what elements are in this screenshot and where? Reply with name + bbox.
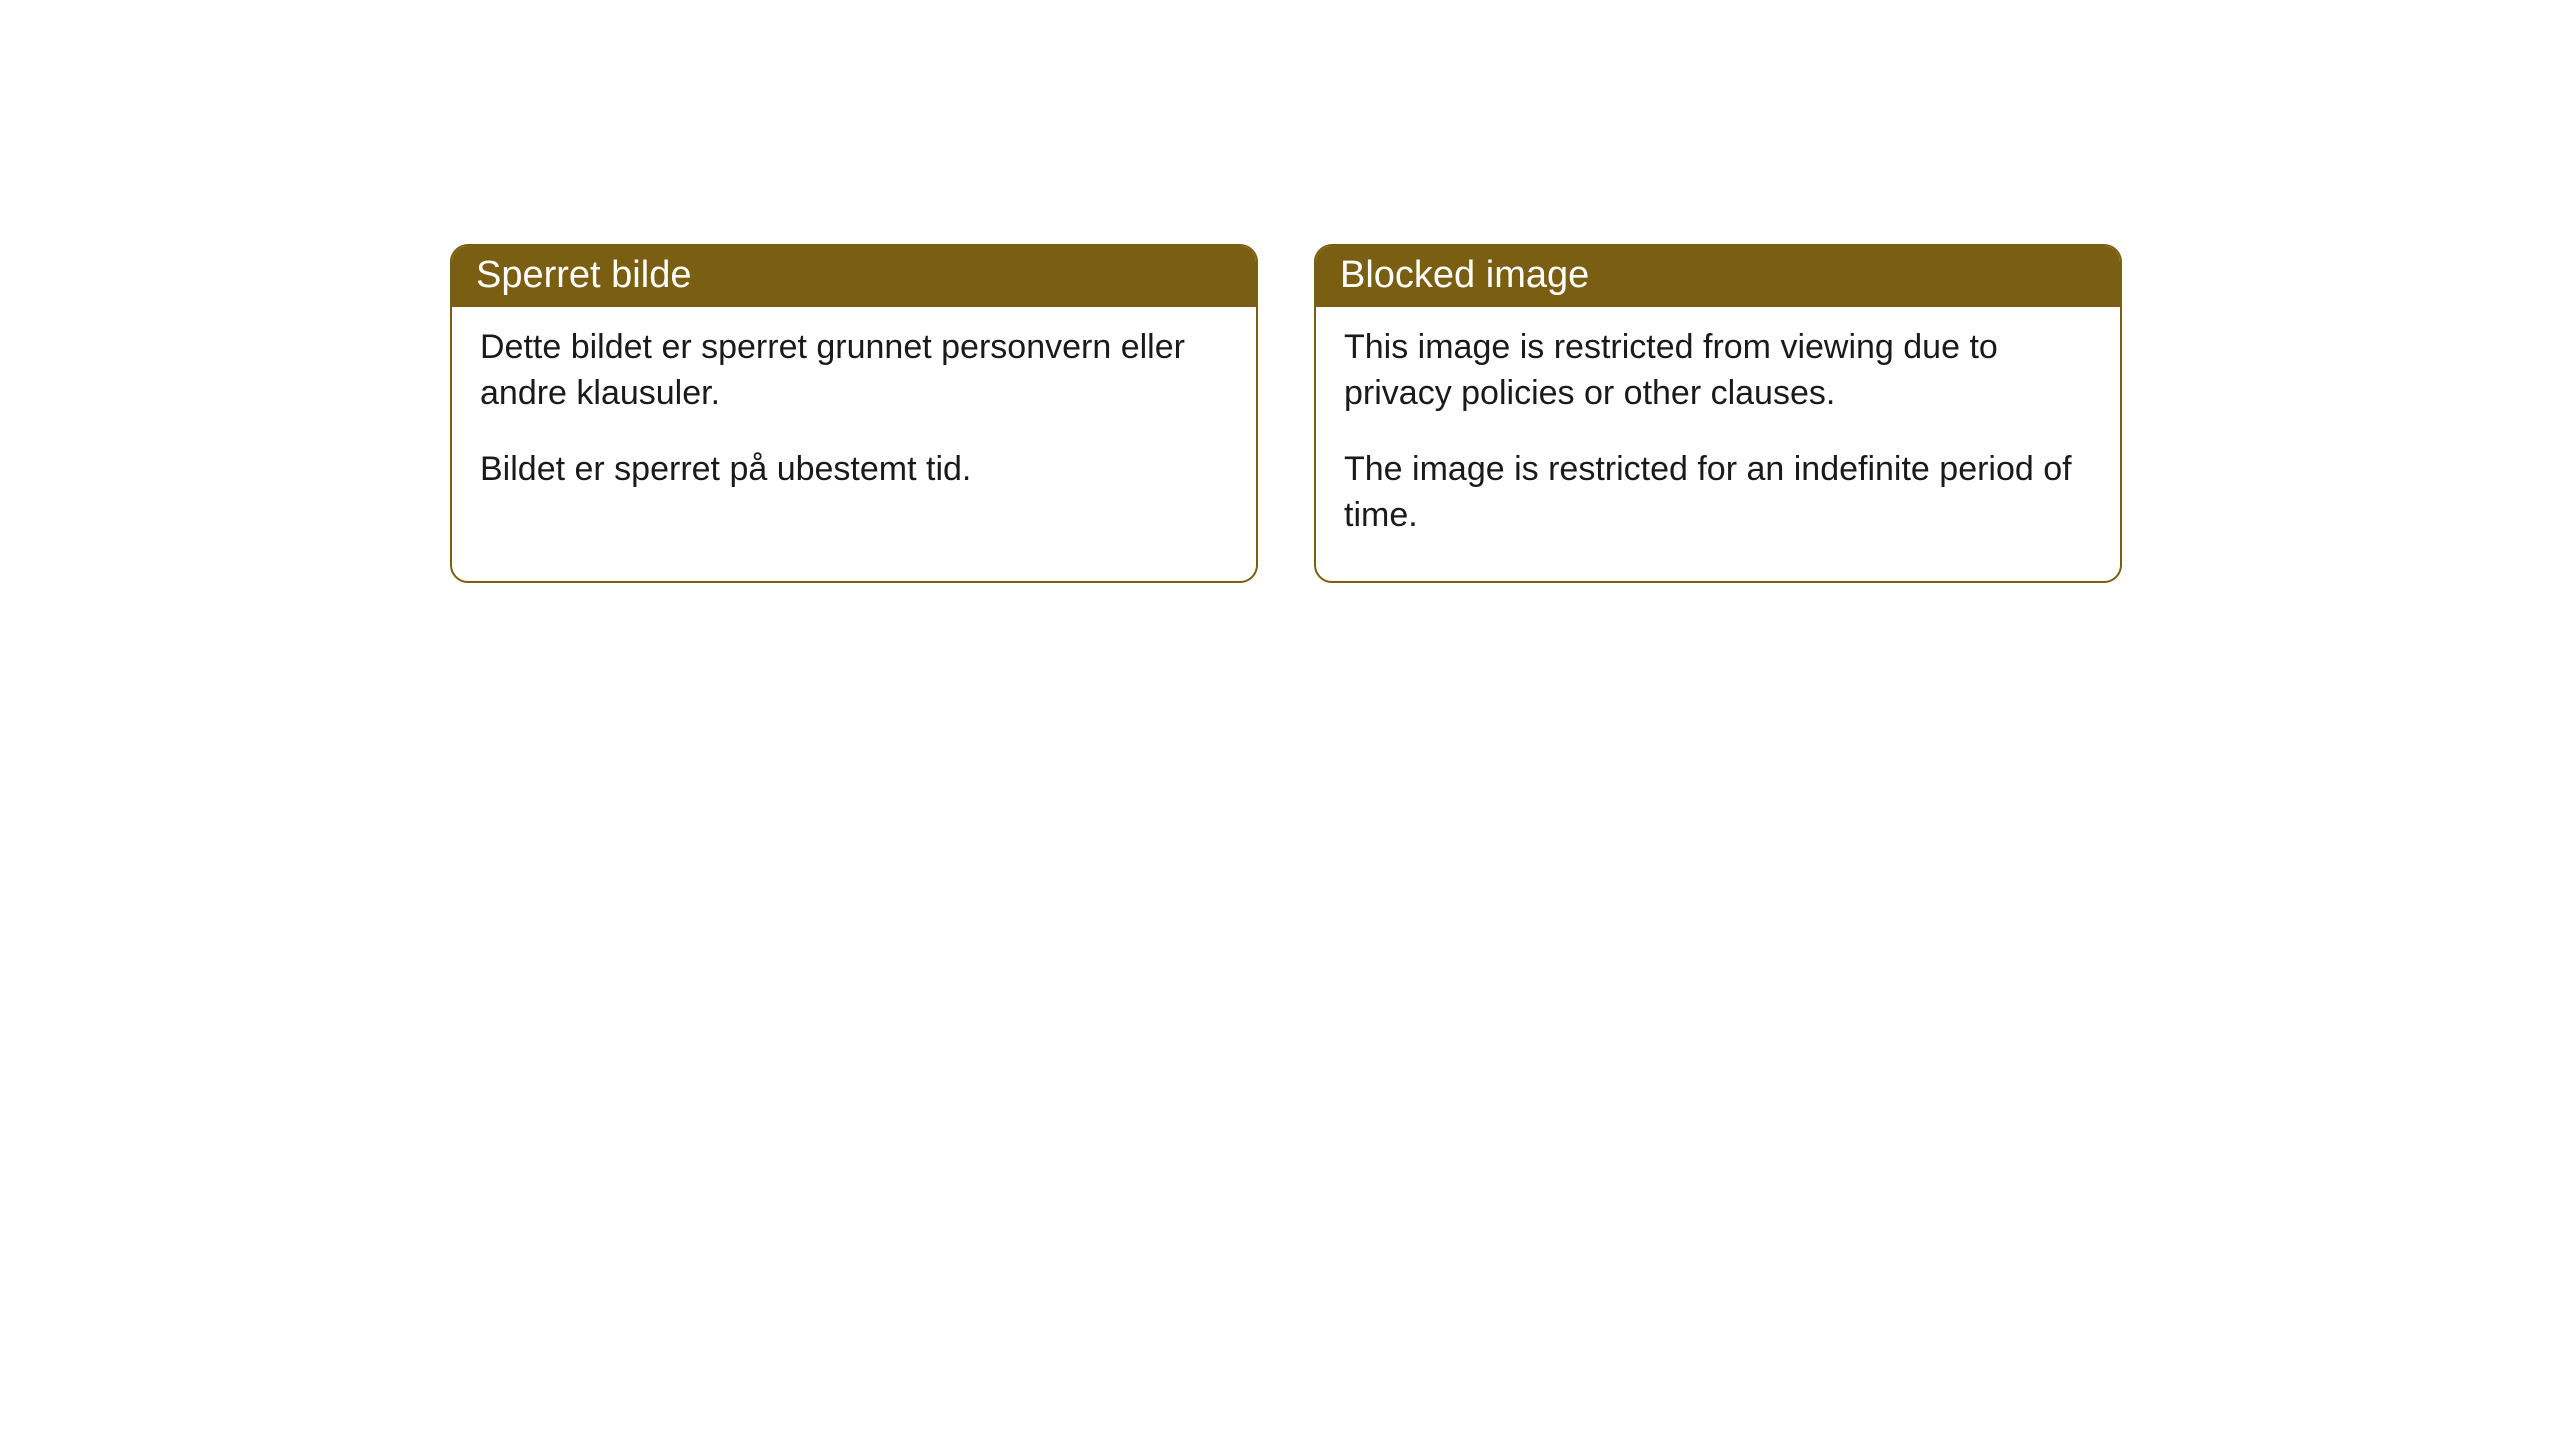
card-header-norwegian: Sperret bilde — [452, 246, 1256, 307]
notice-text-2-english: The image is restricted for an indefinit… — [1344, 447, 2092, 539]
notice-text-1-norwegian: Dette bildet er sperret grunnet personve… — [480, 325, 1228, 417]
notice-cards-container: Sperret bilde Dette bildet er sperret gr… — [450, 244, 2122, 583]
card-body-english: This image is restricted from viewing du… — [1316, 307, 2120, 581]
notice-card-english: Blocked image This image is restricted f… — [1314, 244, 2122, 583]
notice-card-norwegian: Sperret bilde Dette bildet er sperret gr… — [450, 244, 1258, 583]
notice-text-1-english: This image is restricted from viewing du… — [1344, 325, 2092, 417]
card-header-english: Blocked image — [1316, 246, 2120, 307]
notice-text-2-norwegian: Bildet er sperret på ubestemt tid. — [480, 447, 1228, 493]
card-body-norwegian: Dette bildet er sperret grunnet personve… — [452, 307, 1256, 535]
